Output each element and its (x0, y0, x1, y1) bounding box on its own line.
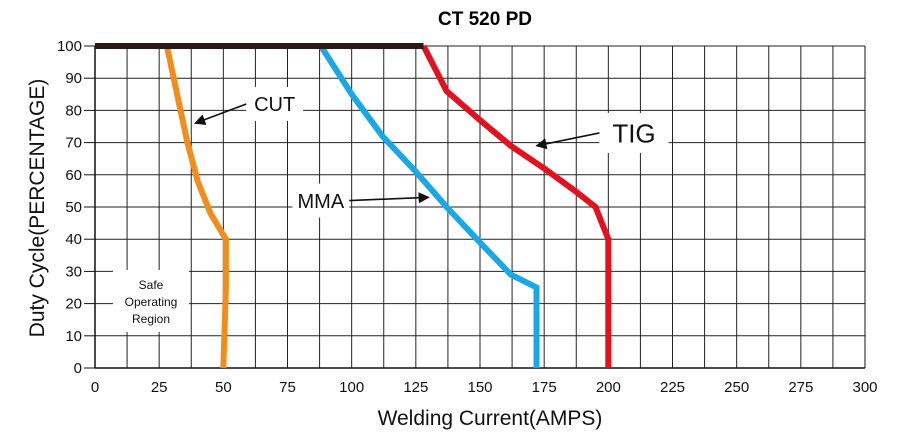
x-tick-label: 0 (91, 379, 99, 396)
x-tick-label: 175 (532, 379, 557, 396)
safe-operating-region-label: Safe Operating Region (113, 270, 189, 332)
annotations: CUT MMA TIG (194, 86, 669, 218)
x-tick-label: 100 (339, 379, 364, 396)
tig-label: TIG (612, 118, 655, 148)
x-tick-label: 225 (660, 379, 685, 396)
x-tick-label: 250 (724, 379, 749, 396)
x-tick-labels: 0 25 50 75 100 125 150 175 200 225 250 275 300 (91, 379, 878, 396)
x-tick-label: 275 (788, 379, 813, 396)
y-tick-label: 50 (65, 199, 82, 216)
y-tick-label: 70 (65, 135, 82, 152)
y-tick-label: 10 (65, 328, 82, 345)
mma-arrow (349, 192, 430, 204)
safe-region-box (113, 270, 189, 332)
x-tick-label: 200 (596, 379, 621, 396)
y-tick-label: 80 (65, 102, 82, 119)
x-tick-label: 125 (403, 379, 428, 396)
cut-label: CUT (254, 94, 295, 116)
mma-label-box (292, 183, 350, 218)
x-tick-label: 75 (279, 379, 296, 396)
y-tick-label: 90 (65, 70, 82, 87)
x-tick-label: 150 (467, 379, 492, 396)
y-tick-label: 20 (65, 296, 82, 313)
y-axis-label: Duty Cycle(PERCENTAGE) (26, 79, 49, 338)
mma-label: MMA (298, 191, 345, 213)
cut-arrow (194, 103, 247, 125)
tig-label-box (599, 112, 669, 153)
cut-label-box (246, 86, 304, 121)
y-tick-label: 0 (74, 360, 82, 377)
y-tick-label: 100 (57, 38, 82, 55)
x-tick-label: 300 (852, 379, 877, 396)
safe-region-text: Region (132, 312, 170, 326)
y-tick-label: 40 (65, 231, 82, 248)
cut-series-line (163, 45, 229, 369)
safe-region-text: Operating (125, 295, 178, 309)
chart-title: CT 520 PD (438, 9, 532, 30)
y-tick-label: 60 (65, 167, 82, 184)
safe-region-text: Safe (139, 278, 164, 292)
tig-arrow (535, 132, 600, 150)
x-tick-label: 25 (151, 379, 168, 396)
mma-series-line (318, 44, 540, 368)
y-tick-label: 30 (65, 263, 82, 280)
tig-series-line (420, 44, 612, 368)
y-tick-labels: 0 10 20 30 40 50 60 70 80 90 100 (57, 38, 95, 377)
x-tick-label: 50 (215, 379, 232, 396)
series-lines (95, 43, 612, 369)
x-axis-label: Welding Current(AMPS) (378, 407, 603, 430)
